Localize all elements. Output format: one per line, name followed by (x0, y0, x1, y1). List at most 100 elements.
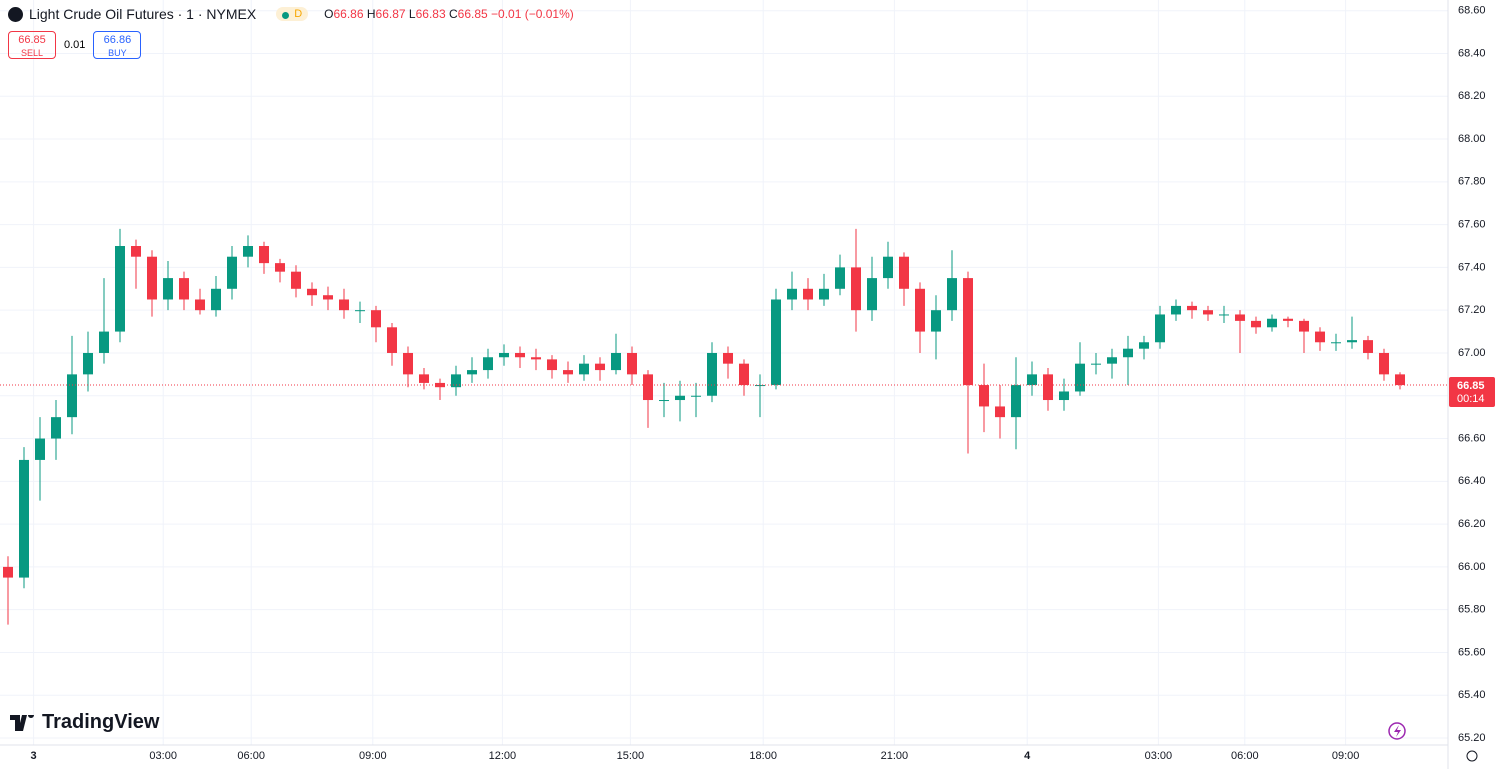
logo[interactable]: TradingView (10, 711, 159, 734)
change: −0.01 (−0.01%) (491, 7, 574, 21)
candle-body (371, 310, 381, 328)
y-tick-label: 68.40 (1458, 47, 1486, 59)
candle-body (1187, 305, 1197, 311)
candle-body (1395, 374, 1405, 386)
y-tick-label: 67.80 (1458, 176, 1486, 188)
candle-body (227, 256, 237, 289)
candle-body (291, 271, 301, 289)
x-tick-label: 09:00 (359, 750, 387, 762)
candle-body (691, 395, 701, 397)
candle-body (595, 363, 605, 371)
candle-body (1235, 314, 1245, 321)
candle-body (739, 363, 749, 386)
candle-body (1011, 385, 1021, 418)
candle-body (1091, 363, 1101, 365)
buy-label: BUY (108, 48, 127, 58)
candle-body (419, 374, 429, 383)
x-tick-label: 03:00 (149, 750, 177, 762)
candle-body (627, 352, 637, 375)
candle-body (771, 299, 781, 386)
candle-body (307, 288, 317, 296)
candle-body (787, 288, 797, 300)
y-tick-label: 65.20 (1458, 732, 1486, 744)
x-tick-label: 12:00 (489, 750, 517, 762)
ohlc-value: 66.87 (375, 7, 406, 21)
candle-body (355, 310, 365, 312)
candle-body (1315, 331, 1325, 343)
status-badge[interactable]: D (276, 7, 309, 21)
price-tag-value: 66.85 (1457, 380, 1485, 392)
candle-body (1171, 305, 1181, 315)
x-tick-label: 03:00 (1145, 750, 1173, 762)
candle-body (643, 374, 653, 401)
candle-body (243, 246, 253, 257)
y-tick-label: 66.20 (1458, 518, 1486, 530)
candle-body (275, 263, 285, 272)
candle-body (963, 278, 973, 386)
ohlc-value: 66.83 (415, 7, 446, 21)
ohlc-value: 66.86 (333, 7, 364, 21)
y-tick-label: 65.60 (1458, 646, 1486, 658)
sell-button[interactable]: 66.85 SELL (8, 31, 56, 59)
candle-body (3, 566, 13, 578)
candle-body (1251, 320, 1261, 328)
candle-body (403, 352, 413, 375)
candle-body (179, 278, 189, 300)
candle-body (211, 288, 221, 311)
y-tick-label: 68.20 (1458, 90, 1486, 102)
candle-body (451, 374, 461, 388)
y-tick-label: 65.80 (1458, 604, 1486, 616)
candle-body (835, 267, 845, 289)
candle-body (19, 459, 29, 578)
candle-body (851, 267, 861, 311)
candle-body (1123, 348, 1133, 358)
price-tag (1449, 377, 1495, 408)
alert-icon (1388, 722, 1406, 740)
candle-body (387, 327, 397, 353)
candle-body (163, 278, 173, 300)
x-tick-label: 09:00 (1332, 750, 1360, 762)
candle-body (899, 256, 909, 289)
ohlc-label: H (366, 7, 376, 21)
candle-body (1331, 342, 1341, 344)
candle-body (147, 256, 157, 300)
y-tick-label: 66.00 (1458, 561, 1486, 573)
settings-icon (1466, 750, 1478, 762)
candle-body (883, 256, 893, 279)
candle-body (579, 363, 589, 375)
legend: Light Crude Oil Futures · 1 · NYMEX D O6… (8, 6, 574, 22)
candle-body (435, 382, 445, 388)
x-tick-label: 06:00 (1231, 750, 1259, 762)
candle-body (1347, 340, 1357, 343)
candle-body (547, 359, 557, 371)
candle-body (1283, 318, 1293, 321)
ohlc-label: L (408, 7, 416, 21)
buy-price: 66.86 (103, 34, 132, 46)
candle-body (563, 370, 573, 375)
ohlc-value: 66.85 (457, 7, 488, 21)
y-tick-label: 68.60 (1458, 5, 1486, 17)
candle-body (1155, 314, 1165, 343)
candle-body (659, 400, 669, 402)
candle-body (611, 352, 621, 371)
y-tick-label: 67.60 (1458, 219, 1486, 231)
candle-body (1075, 363, 1085, 392)
y-tick-label: 68.00 (1458, 133, 1486, 145)
candle-body (1267, 318, 1277, 328)
candle-body (1203, 310, 1213, 315)
symbol[interactable]: Light Crude Oil Futures · 1 · NYMEX (29, 6, 257, 22)
x-tick-label: 18:00 (749, 750, 777, 762)
candle-body (867, 278, 877, 311)
buy-button[interactable]: 66.86 BUY (93, 31, 142, 59)
candle-body (323, 295, 333, 300)
sell-price: 66.85 (18, 34, 46, 46)
logo-text: TradingView (42, 711, 160, 733)
x-tick-label: 4 (1024, 750, 1031, 762)
y-tick-label: 66.40 (1458, 475, 1486, 487)
candle-body (675, 395, 685, 401)
candle-body (531, 357, 541, 360)
logo-icon (10, 714, 34, 731)
candle-body (467, 370, 477, 375)
spread: 0.01 (64, 39, 86, 51)
